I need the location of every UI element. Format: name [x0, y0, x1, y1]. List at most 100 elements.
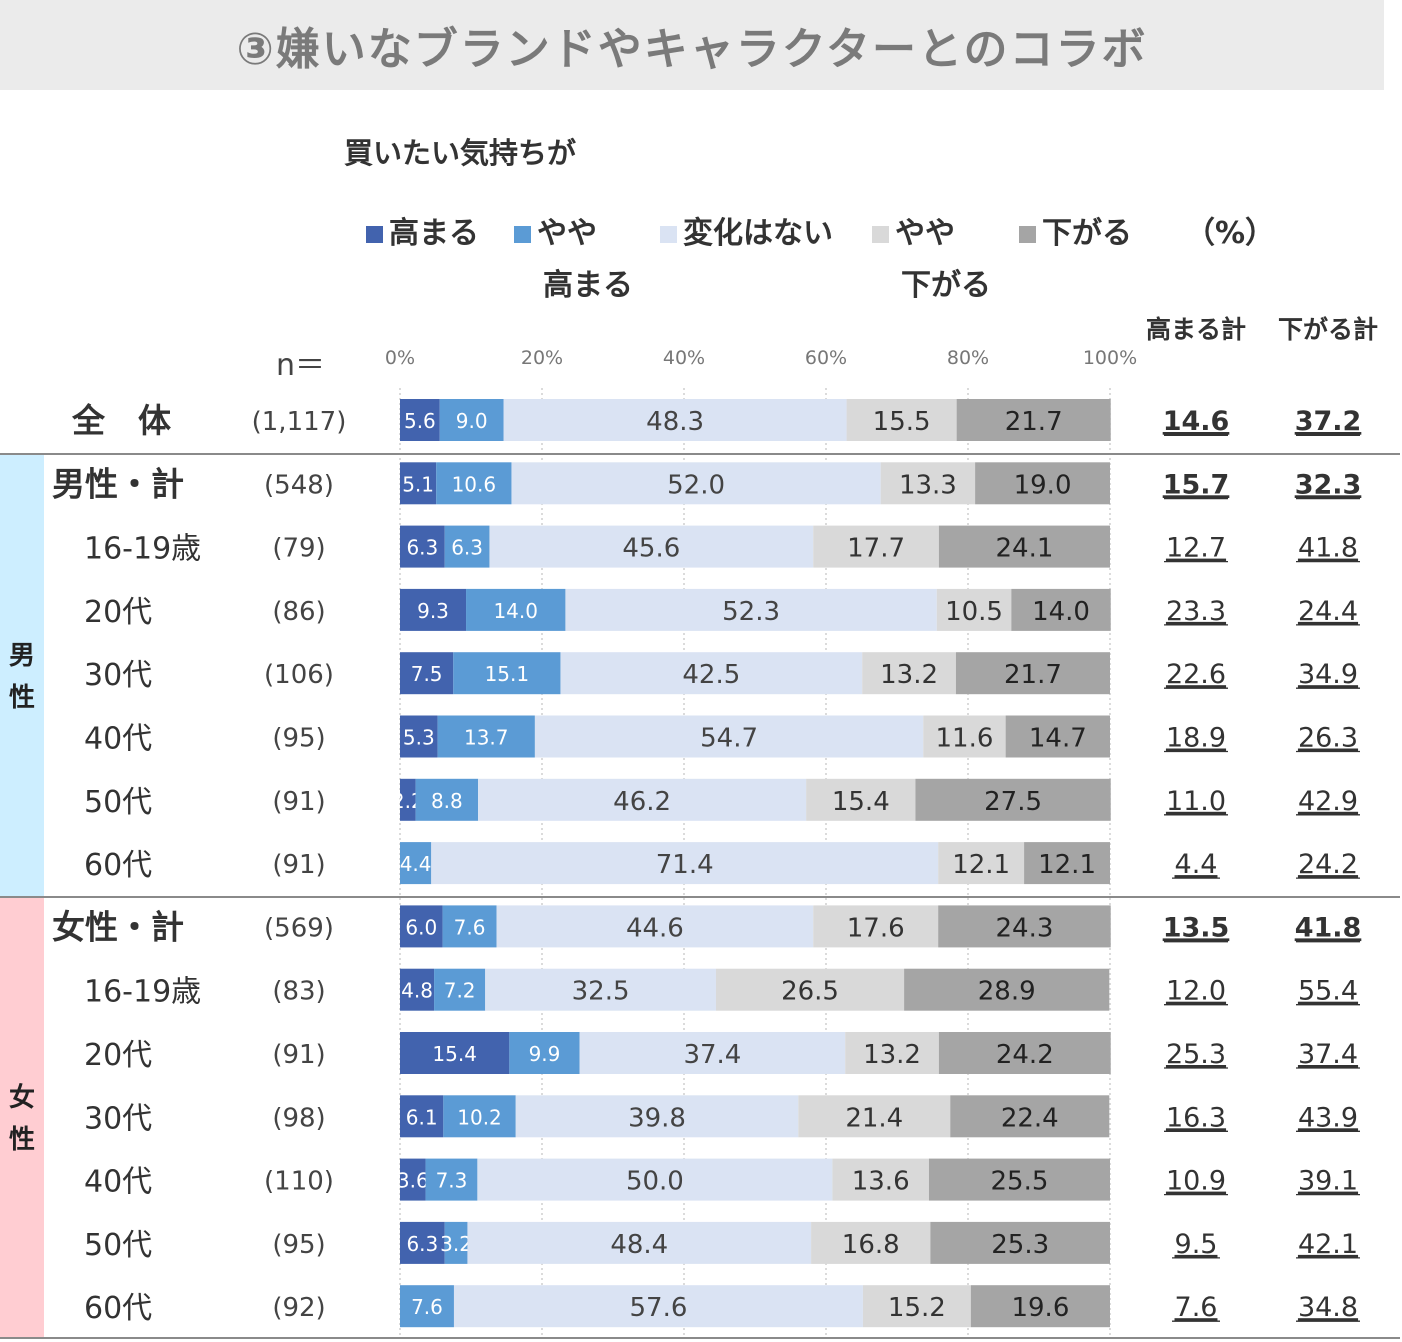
x-tick-label: 100% — [1083, 347, 1137, 369]
bar-segment — [515, 1095, 799, 1138]
row-n: (110) — [264, 1167, 334, 1197]
bar-segment — [439, 399, 504, 441]
data-label: 27.5 — [984, 787, 1042, 817]
bar-segment — [442, 905, 497, 948]
bar-segment — [400, 715, 438, 758]
bar-segment — [509, 1032, 580, 1074]
group-band-female — [0, 898, 44, 1338]
sum-down: 34.9 — [1298, 659, 1358, 690]
data-label: 71.4 — [656, 850, 714, 880]
bar-segment — [930, 1221, 1110, 1264]
data-label: 3.6 — [397, 1169, 429, 1193]
chart-subtitle: 買いたい気持ちが — [344, 136, 577, 170]
bar-segment — [400, 588, 467, 631]
data-label: 8.8 — [431, 789, 463, 813]
data-label: 22.4 — [1001, 1103, 1059, 1133]
legend-swatch-high — [366, 226, 383, 243]
bar-segment — [444, 1221, 468, 1264]
x-tick-label: 60% — [805, 347, 847, 369]
n-label: n＝ — [276, 348, 326, 383]
row-n: (95) — [272, 724, 325, 754]
bar-segment — [400, 462, 437, 505]
bar-segment — [400, 1285, 454, 1328]
bar-segment — [923, 715, 1006, 758]
row-n: (569) — [264, 913, 334, 943]
bar-segment — [1011, 588, 1111, 631]
bar-segment — [453, 1285, 863, 1328]
legend-label-somewhat-high: やや — [537, 216, 597, 251]
sum-header-up: 高まる計 — [1146, 315, 1247, 344]
bar-segment — [400, 1221, 445, 1264]
bar-segment — [915, 778, 1111, 821]
data-label: 26.5 — [781, 977, 839, 1007]
data-label: 15.2 — [888, 1293, 946, 1323]
bar-segment — [560, 652, 863, 695]
bar-segment — [431, 842, 939, 885]
data-label: 14.0 — [1032, 597, 1090, 627]
sum-up: 23.3 — [1166, 596, 1226, 627]
bar-segment — [400, 905, 443, 948]
row-label: 16-19歳 — [84, 975, 201, 1010]
bar-segment — [936, 588, 1012, 631]
sum-up: 4.4 — [1175, 849, 1218, 880]
x-tick-label: 80% — [947, 347, 989, 369]
data-label: 7.3 — [436, 1169, 468, 1193]
legend-label-somewhat-high-line2: 高まる — [543, 268, 633, 303]
data-label: 52.0 — [667, 470, 725, 500]
row-label: 30代 — [84, 658, 152, 693]
data-label: 11.6 — [936, 724, 994, 754]
data-label: 25.3 — [991, 1230, 1049, 1260]
row-label: 50代 — [84, 1228, 152, 1263]
bar-segment — [437, 715, 535, 758]
sum-down: 41.8 — [1298, 533, 1358, 564]
data-label: 6.0 — [405, 915, 437, 939]
bar-segment — [400, 1158, 426, 1201]
bar-segment — [1005, 715, 1110, 758]
bar-segment — [938, 525, 1110, 568]
bar-segment — [1024, 842, 1110, 885]
group-label-female: 女 — [9, 1082, 35, 1113]
sum-down: 42.9 — [1298, 786, 1358, 817]
legend-swatch-low — [1019, 226, 1036, 243]
group-label-female: 性 — [9, 1125, 35, 1155]
data-label: 32.5 — [572, 977, 630, 1007]
data-label: 16.8 — [842, 1230, 900, 1260]
data-label: 24.1 — [995, 534, 1053, 564]
data-label: 48.3 — [646, 407, 704, 437]
data-label: 6.3 — [406, 536, 438, 560]
bar-segment — [400, 842, 432, 885]
legend-swatch-somewhat-low — [872, 226, 889, 243]
row-label: 40代 — [84, 722, 152, 757]
bar-segment — [880, 462, 976, 505]
data-label: 37.4 — [683, 1040, 741, 1070]
data-label: 4.4 — [400, 852, 432, 876]
bar-segment — [938, 842, 1025, 885]
sum-header-down: 下がる計 — [1278, 315, 1379, 344]
bar-segment — [400, 399, 440, 441]
data-label: 5.3 — [403, 726, 435, 750]
data-label: 17.6 — [847, 913, 905, 943]
bar-segment — [534, 715, 924, 758]
sum-up: 16.3 — [1166, 1102, 1226, 1133]
data-label: 46.2 — [613, 787, 671, 817]
data-label: 10.6 — [452, 472, 497, 496]
data-label: 42.5 — [682, 660, 740, 690]
sum-up: 9.5 — [1175, 1229, 1218, 1260]
bar-segment — [400, 968, 435, 1011]
bar-segment — [928, 1158, 1110, 1201]
data-label: 3.2 — [440, 1232, 472, 1256]
data-label: 13.6 — [852, 1167, 910, 1197]
data-label: 13.7 — [464, 726, 509, 750]
row-label: 60代 — [84, 1291, 152, 1326]
bar-segment — [511, 462, 881, 505]
bar-segment — [832, 1158, 929, 1201]
bar-segment — [400, 525, 445, 568]
bar-segment — [955, 652, 1110, 695]
sum-down: 34.8 — [1298, 1292, 1358, 1323]
bar-segment — [400, 1032, 510, 1074]
legend-item-no-change: 変化はない — [660, 208, 833, 260]
data-label: 7.2 — [444, 979, 476, 1003]
data-label: 57.6 — [629, 1293, 687, 1323]
sum-down: 26.3 — [1298, 723, 1358, 754]
row-n: (83) — [272, 977, 325, 1007]
